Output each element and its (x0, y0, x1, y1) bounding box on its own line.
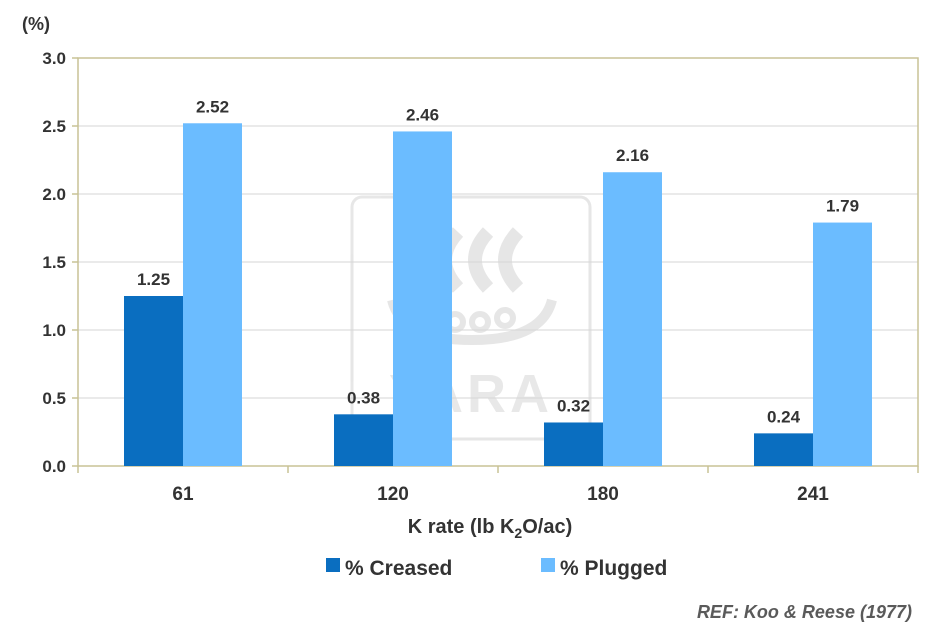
bar-plugged-180 (603, 172, 662, 467)
bar-plugged-241 (813, 222, 872, 466)
bar-creased-180 (544, 422, 603, 466)
legend: % Creased % Plugged (326, 557, 667, 580)
x-tick-label: 120 (377, 484, 409, 505)
legend-label-plugged: % Plugged (560, 557, 667, 580)
data-label: 2.52 (196, 97, 229, 116)
data-label: 0.24 (767, 407, 801, 426)
y-tick-labels: 0.0 0.5 1.0 1.5 2.0 2.5 3.0 (42, 49, 66, 476)
y-tick-label: 2.5 (42, 117, 66, 136)
y-tick-label: 2.0 (42, 185, 66, 204)
yara-watermark: YARA (350, 195, 592, 441)
data-label: 2.16 (616, 146, 649, 165)
y-tick-label: 3.0 (42, 49, 66, 68)
x-axis-title: K rate (lb K2O/ac) (408, 516, 573, 541)
data-label: 0.38 (347, 388, 380, 407)
x-tick-label: 241 (797, 484, 829, 505)
y-tick-label: 0.5 (42, 389, 66, 408)
data-label: 1.25 (137, 270, 170, 289)
y-tick-label: 1.0 (42, 321, 66, 340)
data-label: 1.79 (826, 197, 859, 216)
data-labels: 1.25 2.52 0.38 2.46 0.32 2.16 0.24 1.79 (137, 97, 859, 426)
y-tick-label: 1.5 (42, 253, 66, 272)
legend-swatch-plugged (541, 558, 555, 572)
data-label: 0.32 (557, 396, 590, 415)
bar-creased-120 (334, 414, 393, 466)
bars (124, 123, 872, 467)
bar-creased-241 (754, 433, 813, 466)
x-tick-labels: 61 120 180 241 (172, 484, 829, 505)
legend-swatch-creased (326, 558, 340, 572)
legend-label-creased: % Creased (345, 557, 452, 580)
y-tick-label: 0.0 (42, 457, 66, 476)
bar-plugged-120 (393, 131, 452, 466)
bar-creased-61 (124, 296, 183, 466)
reference-note: REF: Koo & Reese (1977) (697, 602, 912, 622)
data-label: 2.46 (406, 105, 439, 124)
plot-frame (77, 57, 919, 467)
y-axis-unit: (%) (22, 14, 50, 34)
x-tick-label: 61 (172, 484, 194, 505)
bar-plugged-61 (183, 123, 242, 466)
x-tick-label: 180 (587, 484, 619, 505)
